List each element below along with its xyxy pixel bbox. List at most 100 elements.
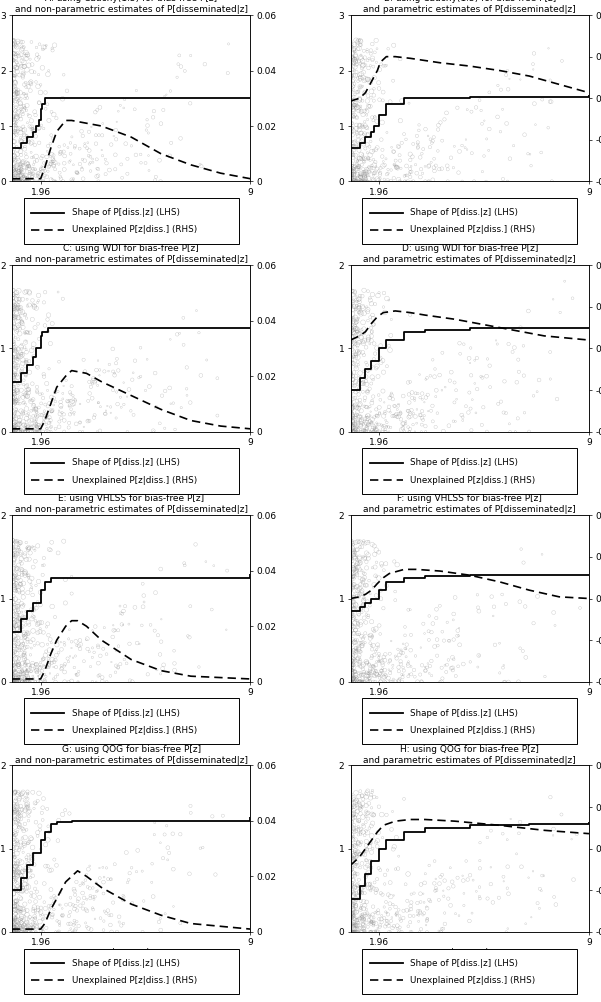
Point — [41, 643, 51, 659]
Point — [105, 162, 114, 178]
Point — [47, 104, 56, 120]
Point — [32, 412, 41, 428]
Point — [422, 924, 432, 940]
Point — [13, 539, 23, 555]
Point — [364, 167, 374, 183]
Point — [352, 361, 361, 377]
Point — [19, 127, 29, 143]
Point — [73, 165, 83, 181]
Point — [43, 858, 52, 874]
Point — [8, 173, 17, 189]
Point — [38, 160, 48, 176]
Point — [373, 924, 383, 940]
Point — [9, 616, 19, 632]
Point — [23, 798, 32, 814]
Point — [7, 827, 17, 843]
Point — [14, 611, 24, 627]
Point — [435, 876, 444, 892]
Point — [394, 409, 403, 425]
Point — [23, 382, 33, 398]
Point — [347, 69, 356, 85]
Point — [8, 568, 17, 584]
Point — [350, 663, 360, 679]
Point — [17, 50, 27, 66]
Point — [106, 907, 116, 923]
Point — [34, 921, 44, 937]
Point — [50, 394, 60, 410]
Point — [9, 643, 19, 659]
Point — [9, 554, 19, 570]
Point — [13, 142, 22, 158]
Point — [17, 59, 26, 75]
Point — [353, 671, 362, 687]
Point — [352, 292, 361, 308]
Point — [353, 166, 362, 182]
Point — [366, 835, 376, 851]
Point — [346, 608, 356, 624]
Point — [436, 924, 446, 940]
Point — [355, 370, 364, 386]
Point — [478, 163, 487, 179]
Point — [29, 888, 39, 904]
Point — [93, 395, 103, 411]
Point — [33, 793, 43, 809]
Point — [346, 367, 356, 383]
Point — [370, 164, 380, 180]
Point — [355, 800, 365, 816]
Point — [16, 912, 26, 928]
Point — [350, 47, 360, 63]
Point — [537, 883, 546, 899]
Point — [9, 159, 19, 175]
Point — [352, 846, 361, 862]
Point — [347, 831, 357, 847]
Point — [106, 136, 116, 152]
Point — [375, 919, 385, 935]
Point — [381, 151, 391, 167]
Point — [13, 542, 23, 558]
Point — [398, 645, 407, 661]
Point — [67, 640, 76, 656]
Point — [452, 391, 462, 407]
Point — [346, 919, 356, 935]
Point — [348, 343, 358, 359]
Point — [361, 355, 371, 371]
Point — [365, 290, 374, 306]
Point — [8, 593, 17, 609]
Point — [356, 169, 366, 185]
Point — [360, 164, 370, 180]
Point — [356, 33, 365, 49]
Point — [351, 640, 361, 656]
Point — [353, 32, 363, 48]
Point — [75, 414, 85, 430]
Point — [350, 95, 360, 111]
Point — [351, 904, 361, 920]
Point — [17, 918, 26, 934]
Point — [377, 664, 386, 680]
Point — [349, 587, 359, 603]
Point — [11, 173, 21, 189]
Point — [22, 609, 31, 625]
Point — [380, 424, 389, 440]
Point — [29, 156, 38, 172]
Point — [34, 293, 43, 309]
Point — [347, 606, 356, 622]
Point — [349, 545, 359, 561]
Point — [361, 838, 371, 854]
Title: B: using Cauchy(1.5) for bias-free P[z]
and parametric estimates of P[disseminat: B: using Cauchy(1.5) for bias-free P[z] … — [364, 0, 576, 14]
Point — [28, 56, 37, 72]
Point — [367, 333, 376, 349]
Point — [395, 147, 404, 163]
Point — [182, 360, 192, 376]
Point — [384, 916, 394, 932]
Point — [26, 76, 36, 92]
Point — [505, 416, 514, 432]
Point — [448, 413, 458, 429]
Point — [20, 90, 29, 106]
Point — [357, 539, 367, 555]
Point — [15, 535, 25, 551]
Point — [396, 644, 406, 660]
Point — [349, 671, 358, 687]
Point — [144, 162, 154, 178]
Point — [435, 598, 445, 614]
Point — [373, 833, 382, 849]
